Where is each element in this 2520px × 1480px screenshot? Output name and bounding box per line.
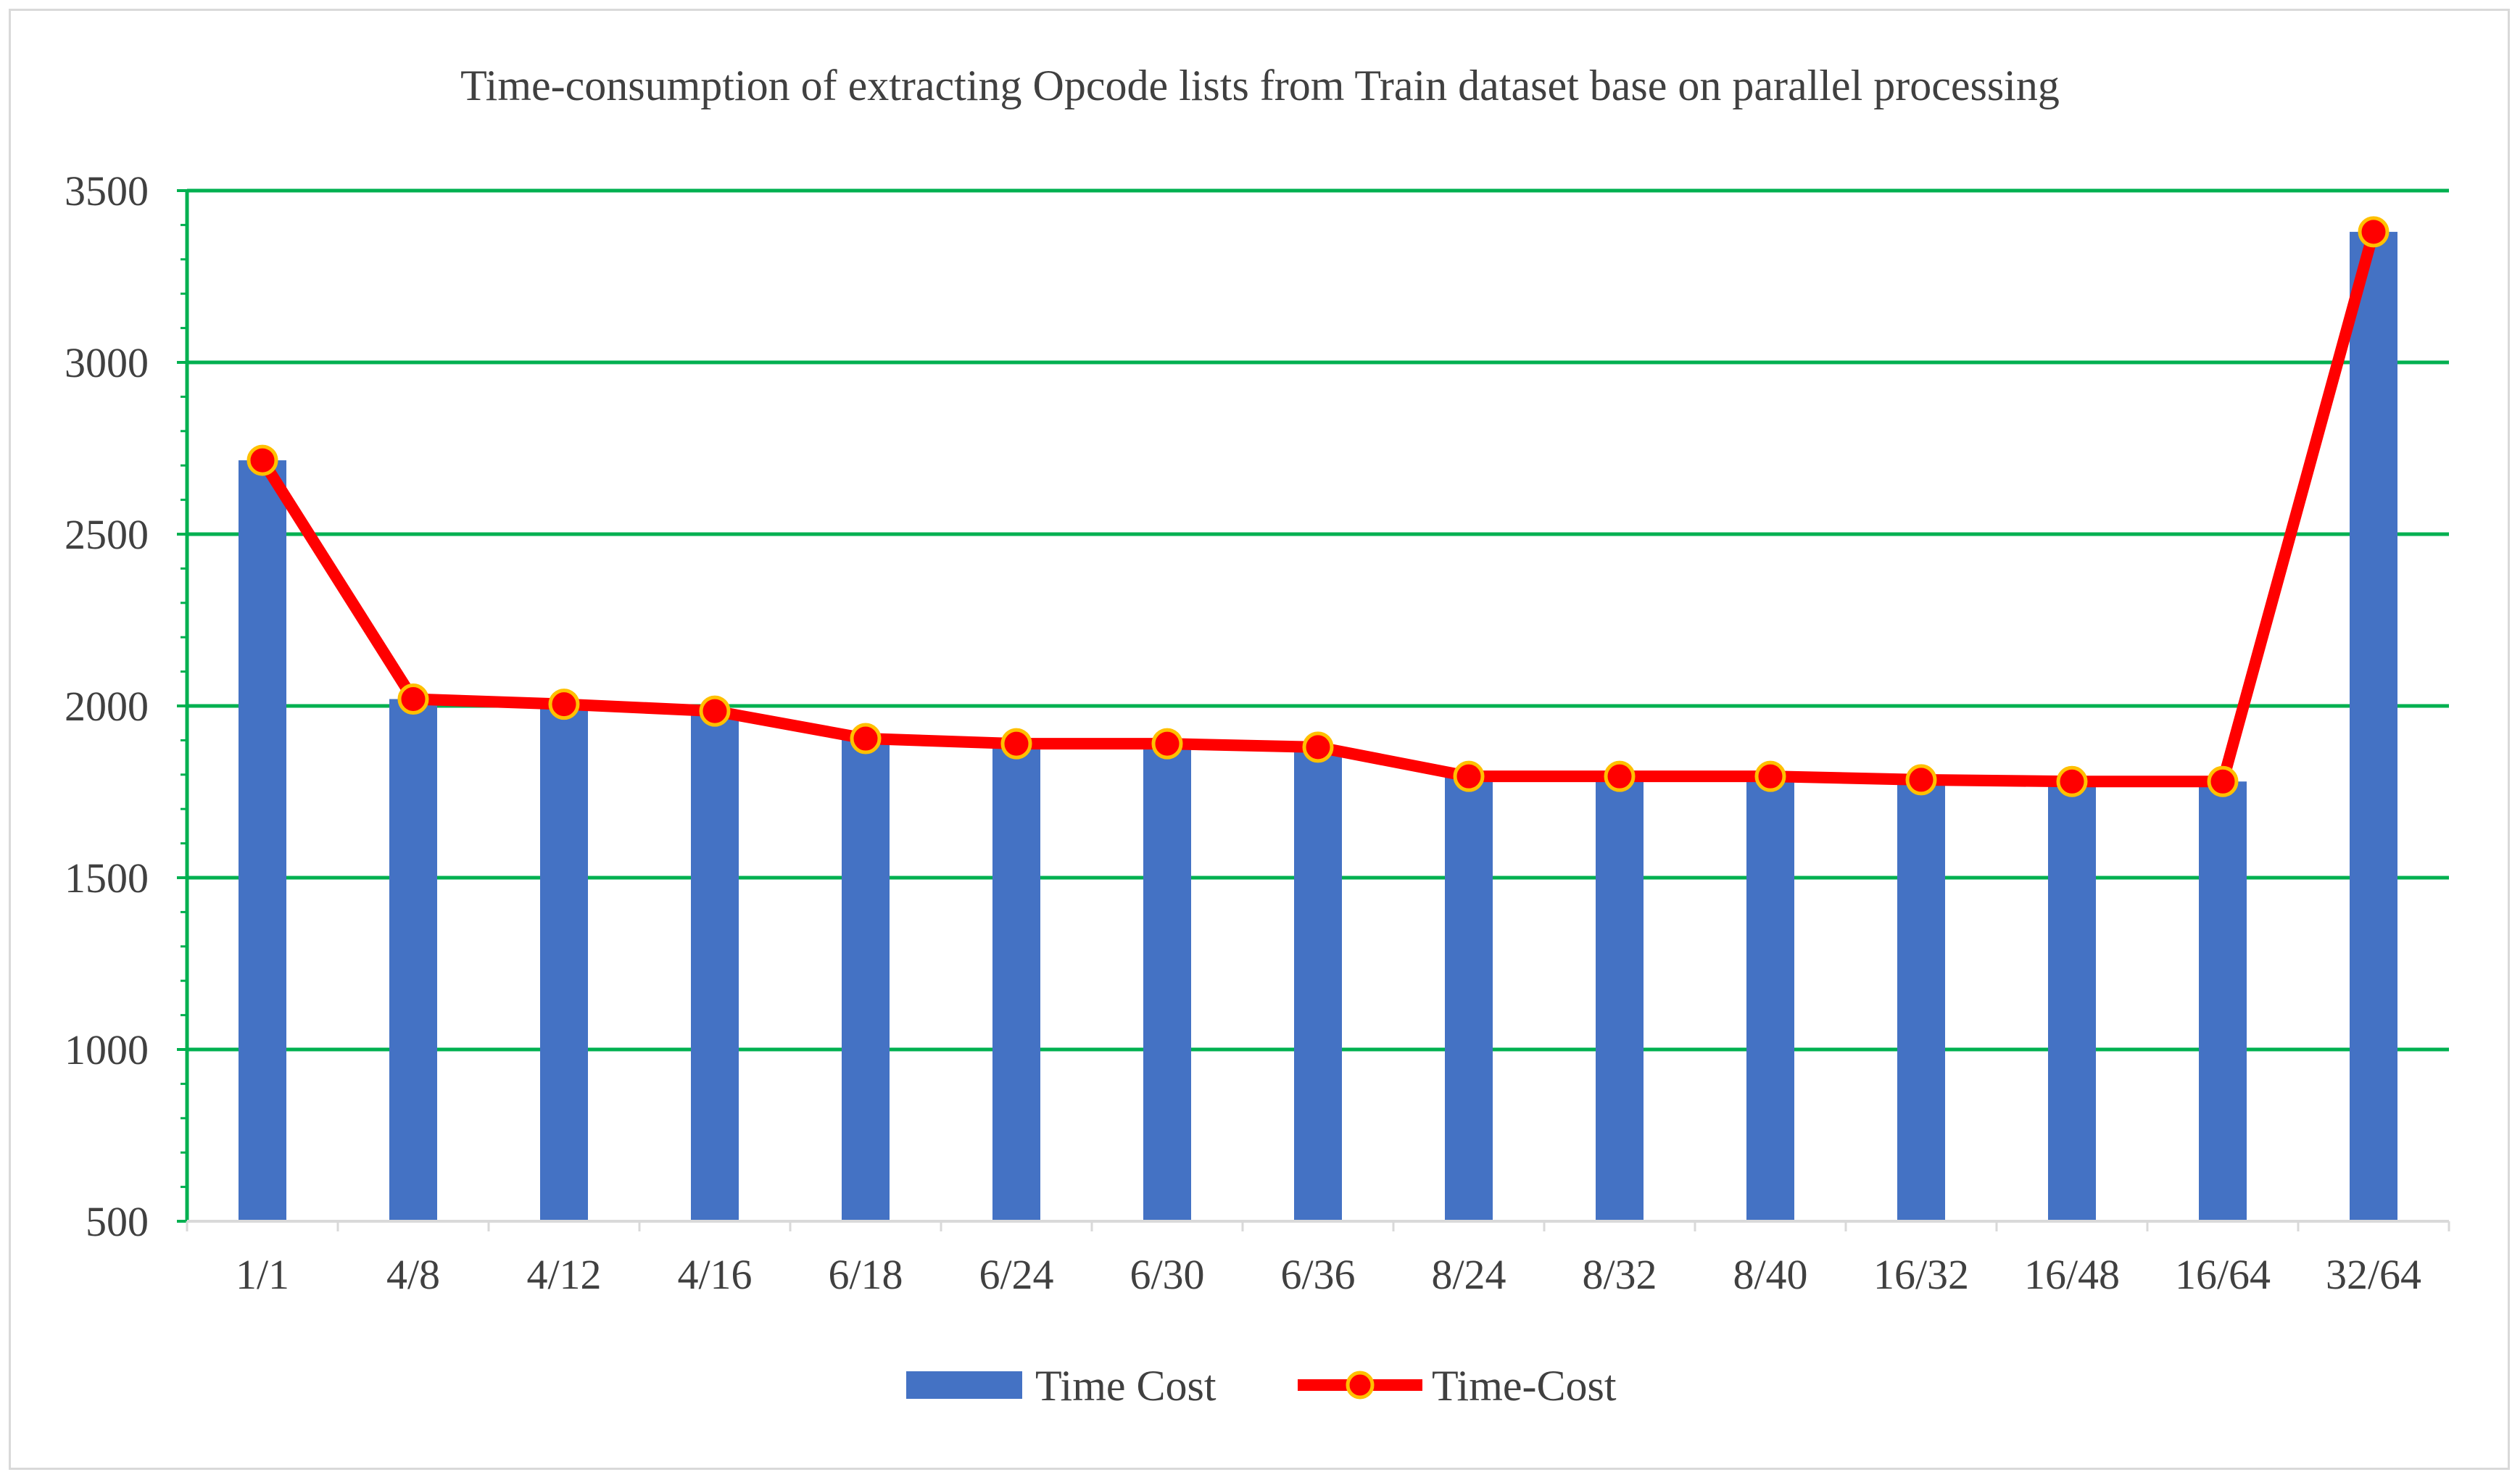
- line-marker-4-8: [397, 683, 429, 715]
- line-marker-6-18: [850, 723, 882, 754]
- x-tick-label-1-1: 1/1: [236, 1251, 289, 1298]
- line-markers: [246, 216, 2390, 797]
- line-marker-32-64: [2358, 216, 2390, 248]
- bar-16-64: [2199, 781, 2247, 1221]
- y-tick-label-2000: 2000: [65, 683, 149, 730]
- bar-6-18: [842, 739, 890, 1221]
- line-marker-1-1: [246, 444, 278, 476]
- bar-16-32: [1897, 779, 1945, 1221]
- line-marker-6-30: [1151, 728, 1183, 760]
- bar-16-48: [2048, 781, 2096, 1221]
- bar-6-24: [992, 744, 1040, 1221]
- line-marker-8-40: [1754, 760, 1786, 792]
- y-tick-label-2500: 2500: [65, 511, 149, 558]
- x-tick-label-8-24: 8/24: [1431, 1251, 1506, 1298]
- x-tick-label-8-40: 8/40: [1733, 1251, 1807, 1298]
- x-tick-labels: 1/1 4/8 4/12 4/16 6/18 6/24 6/30 6/36 8/24 8/32 8/…: [236, 1251, 2421, 1298]
- bar-32-64: [2350, 231, 2397, 1221]
- x-tick-label-6-24: 6/24: [979, 1251, 1053, 1298]
- x-tick-label-4-12: 4/12: [526, 1251, 601, 1298]
- line-marker-6-24: [1000, 728, 1032, 760]
- line-marker-16-48: [2056, 765, 2088, 797]
- line-marker-4-16: [699, 695, 731, 727]
- legend-label-time-cost-bar: Time Cost: [1035, 1362, 1217, 1410]
- y-tick-label-3000: 3000: [65, 339, 149, 386]
- chart-title: Time-consumption of extracting Opcode li…: [460, 62, 2060, 109]
- y-tick-label-1000: 1000: [65, 1026, 149, 1073]
- y-tick-labels: 500 1000 1500 2000 2500 3000 3500: [65, 167, 149, 1245]
- x-tick-label-6-36: 6/36: [1280, 1251, 1355, 1298]
- bar-8-24: [1445, 776, 1493, 1221]
- line-marker-16-32: [1905, 764, 1937, 796]
- bar-6-30: [1143, 744, 1191, 1221]
- bar-4-8: [389, 699, 437, 1221]
- y-tick-label-1500: 1500: [65, 855, 149, 902]
- y-tick-label-500: 500: [86, 1198, 149, 1245]
- line-series-time-cost: [257, 225, 2379, 788]
- legend: Time Cost Time-Cost: [906, 1362, 1617, 1410]
- bar-4-16: [691, 711, 739, 1221]
- legend-swatch-time-cost-bar: [906, 1371, 1022, 1399]
- x-tick-label-4-8: 4/8: [386, 1251, 440, 1298]
- legend-label-time-cost-line: Time-Cost: [1432, 1362, 1617, 1410]
- x-tick-label-32-64: 32/64: [2326, 1251, 2421, 1298]
- bar-1-1: [239, 460, 286, 1221]
- x-tick-label-16-48: 16/48: [2024, 1251, 2120, 1298]
- bar-series-time-cost: [239, 231, 2397, 1221]
- line-marker-6-36: [1302, 731, 1334, 763]
- legend-marker-time-cost-line: [1346, 1371, 1375, 1400]
- line-marker-4-12: [548, 689, 580, 720]
- x-tick-label-6-18: 6/18: [828, 1251, 903, 1298]
- x-tick-label-16-32: 16/32: [1873, 1251, 1969, 1298]
- bar-8-40: [1746, 776, 1794, 1221]
- x-tick-label-6-30: 6/30: [1130, 1251, 1204, 1298]
- bar-6-36: [1294, 747, 1342, 1221]
- x-tick-label-16-64: 16/64: [2175, 1251, 2271, 1298]
- y-tick-label-3500: 3500: [65, 167, 149, 215]
- axes: [177, 189, 2450, 1231]
- x-tick-label-4-16: 4/16: [677, 1251, 752, 1298]
- bar-4-12: [540, 704, 588, 1221]
- line-marker-8-32: [1604, 760, 1636, 792]
- line-marker-16-64: [2207, 765, 2239, 797]
- line-marker-8-24: [1453, 760, 1485, 792]
- x-tick-label-8-32: 8/32: [1582, 1251, 1657, 1298]
- bar-8-32: [1596, 776, 1644, 1221]
- line-path-time-cost: [257, 225, 2379, 788]
